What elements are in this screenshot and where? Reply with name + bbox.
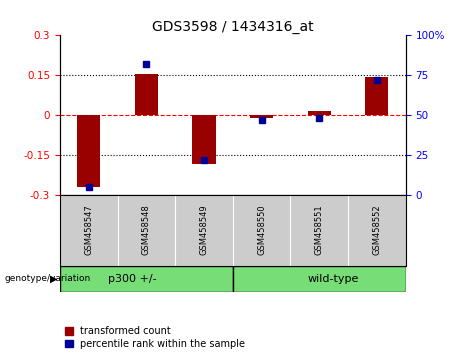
- Text: wild-type: wild-type: [308, 274, 359, 284]
- Bar: [135, 74, 158, 115]
- Text: GSM458547: GSM458547: [84, 205, 93, 256]
- Bar: [193, 115, 216, 164]
- Text: p300 +/-: p300 +/-: [108, 274, 156, 284]
- Bar: [77, 115, 100, 187]
- Text: GSM458548: GSM458548: [142, 205, 151, 256]
- Bar: [250, 115, 273, 118]
- Bar: [233, 266, 406, 292]
- Bar: [365, 76, 388, 115]
- Title: GDS3598 / 1434316_at: GDS3598 / 1434316_at: [152, 21, 313, 34]
- Text: genotype/variation: genotype/variation: [5, 274, 91, 283]
- Legend: transformed count, percentile rank within the sample: transformed count, percentile rank withi…: [65, 326, 245, 349]
- Text: GSM458549: GSM458549: [200, 205, 208, 256]
- Text: ▶: ▶: [50, 274, 58, 284]
- Bar: [60, 266, 233, 292]
- Text: GSM458551: GSM458551: [315, 205, 324, 256]
- Bar: [308, 111, 331, 115]
- Text: GSM458552: GSM458552: [372, 205, 381, 256]
- Text: GSM458550: GSM458550: [257, 205, 266, 256]
